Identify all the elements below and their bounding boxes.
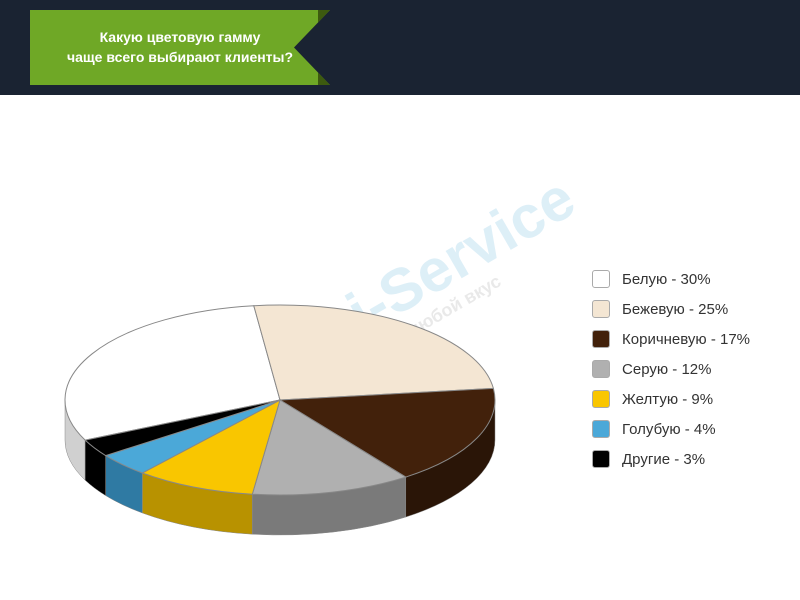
legend-label: Серую - 12%	[622, 361, 711, 378]
title-line1: Какую цветовую гамму	[42, 28, 318, 48]
legend-label: Белую - 30%	[622, 271, 711, 288]
header-bar: Какую цветовую гамму чаще всего выбирают…	[0, 0, 800, 95]
legend-item: Коричневую - 17%	[592, 330, 750, 348]
legend-swatch	[592, 300, 610, 318]
legend-swatch	[592, 330, 610, 348]
legend-label: Коричневую - 17%	[622, 331, 750, 348]
legend-swatch	[592, 420, 610, 438]
title-line2: чаще всего выбирают клиенты?	[42, 48, 318, 68]
legend-item: Белую - 30%	[592, 270, 750, 288]
legend-label: Другие - 3%	[622, 451, 705, 468]
legend-item: Другие - 3%	[592, 450, 750, 468]
legend-item: Серую - 12%	[592, 360, 750, 378]
legend-label: Желтую - 9%	[622, 391, 713, 408]
legend: Белую - 30% Бежевую - 25% Коричневую - 17%…	[592, 270, 750, 480]
legend-label: Бежевую - 25%	[622, 301, 728, 318]
legend-label: Голубую - 4%	[622, 421, 716, 438]
legend-item: Голубую - 4%	[592, 420, 750, 438]
pie-slice	[254, 305, 494, 400]
legend-swatch	[592, 390, 610, 408]
pie-chart	[40, 150, 490, 550]
legend-swatch	[592, 450, 610, 468]
legend-item: Бежевую - 25%	[592, 300, 750, 318]
title-banner: Какую цветовую гамму чаще всего выбирают…	[30, 10, 330, 85]
legend-swatch	[592, 360, 610, 378]
legend-item: Желтую - 9%	[592, 390, 750, 408]
legend-swatch	[592, 270, 610, 288]
